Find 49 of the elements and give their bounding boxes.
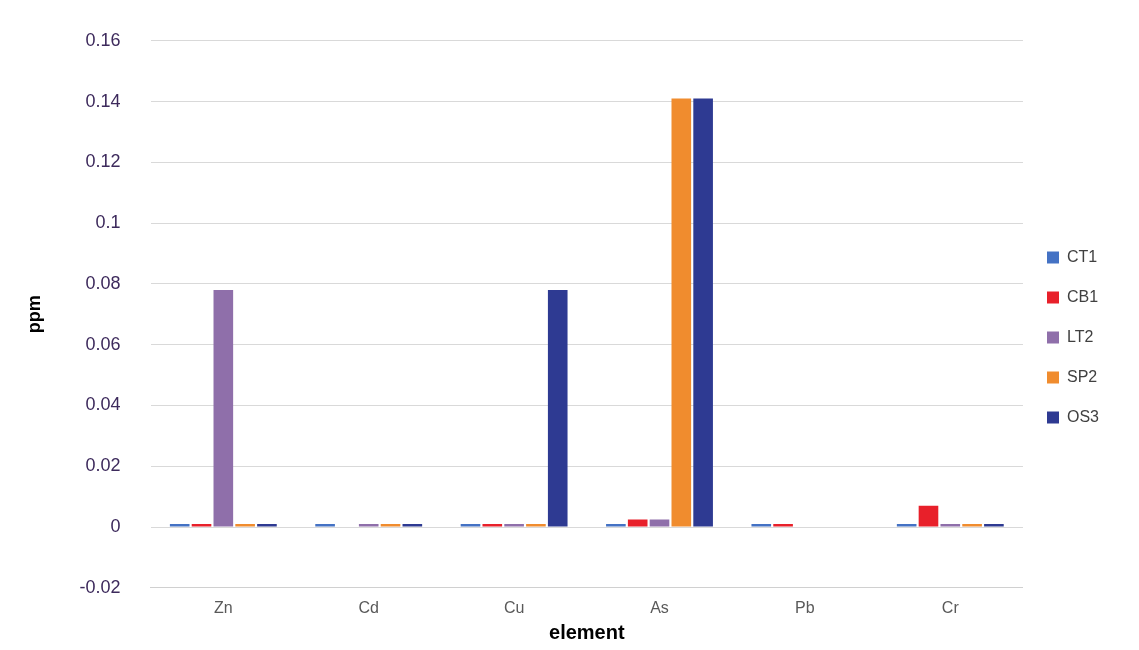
- bar: [526, 523, 546, 527]
- bar: [482, 523, 503, 527]
- y-tick-label: 0.04: [85, 394, 121, 415]
- y-tick-label: 0.12: [85, 151, 121, 172]
- bar: [693, 98, 713, 527]
- bar: [547, 289, 568, 527]
- y-tick-label: 0.1: [95, 212, 121, 233]
- y-tick-label: 0.08: [85, 272, 121, 293]
- y-axis-title: ppm: [23, 295, 44, 334]
- x-tick-label: Cu: [503, 598, 525, 616]
- y-tick-label: 0.02: [85, 455, 121, 476]
- bar: [191, 523, 212, 527]
- bar: [606, 523, 626, 527]
- y-tick-label: -0.02: [79, 576, 121, 597]
- x-tick-label: Zn: [213, 598, 233, 616]
- bar: [213, 289, 234, 527]
- bar: [380, 523, 401, 527]
- bar: [773, 523, 793, 527]
- bar: [235, 523, 255, 527]
- bar: [169, 523, 190, 527]
- bar: [751, 523, 772, 527]
- x-tick-label: As: [650, 598, 669, 616]
- legend-label: CB1: [1066, 287, 1099, 305]
- x-tick-label: Cr: [941, 598, 960, 616]
- bar: [627, 519, 648, 527]
- bar: [896, 523, 917, 527]
- y-tick-label: 0.14: [85, 90, 121, 111]
- legend-label: CT1: [1066, 247, 1098, 265]
- y-tick-label: 0.16: [85, 29, 121, 50]
- bar: [460, 523, 481, 527]
- legend-label: SP2: [1066, 367, 1098, 385]
- bar: [962, 523, 982, 527]
- x-tick-label: Cd: [358, 598, 379, 616]
- legend-label: LT2: [1066, 327, 1094, 345]
- bar: [504, 523, 524, 527]
- x-tick-label: Pb: [795, 598, 815, 616]
- bar: [402, 523, 423, 527]
- bar: [940, 523, 961, 527]
- bar: [358, 523, 379, 527]
- bar: [315, 523, 335, 527]
- x-axis-title: element: [549, 620, 625, 643]
- y-tick-label: 0.06: [85, 333, 121, 354]
- bar: [257, 523, 277, 527]
- bar: [649, 519, 670, 527]
- bar: [984, 523, 1004, 527]
- legend-label: OS3: [1066, 407, 1100, 425]
- bar: [918, 505, 939, 527]
- y-tick-label: 0: [110, 515, 121, 536]
- bar: [671, 98, 692, 527]
